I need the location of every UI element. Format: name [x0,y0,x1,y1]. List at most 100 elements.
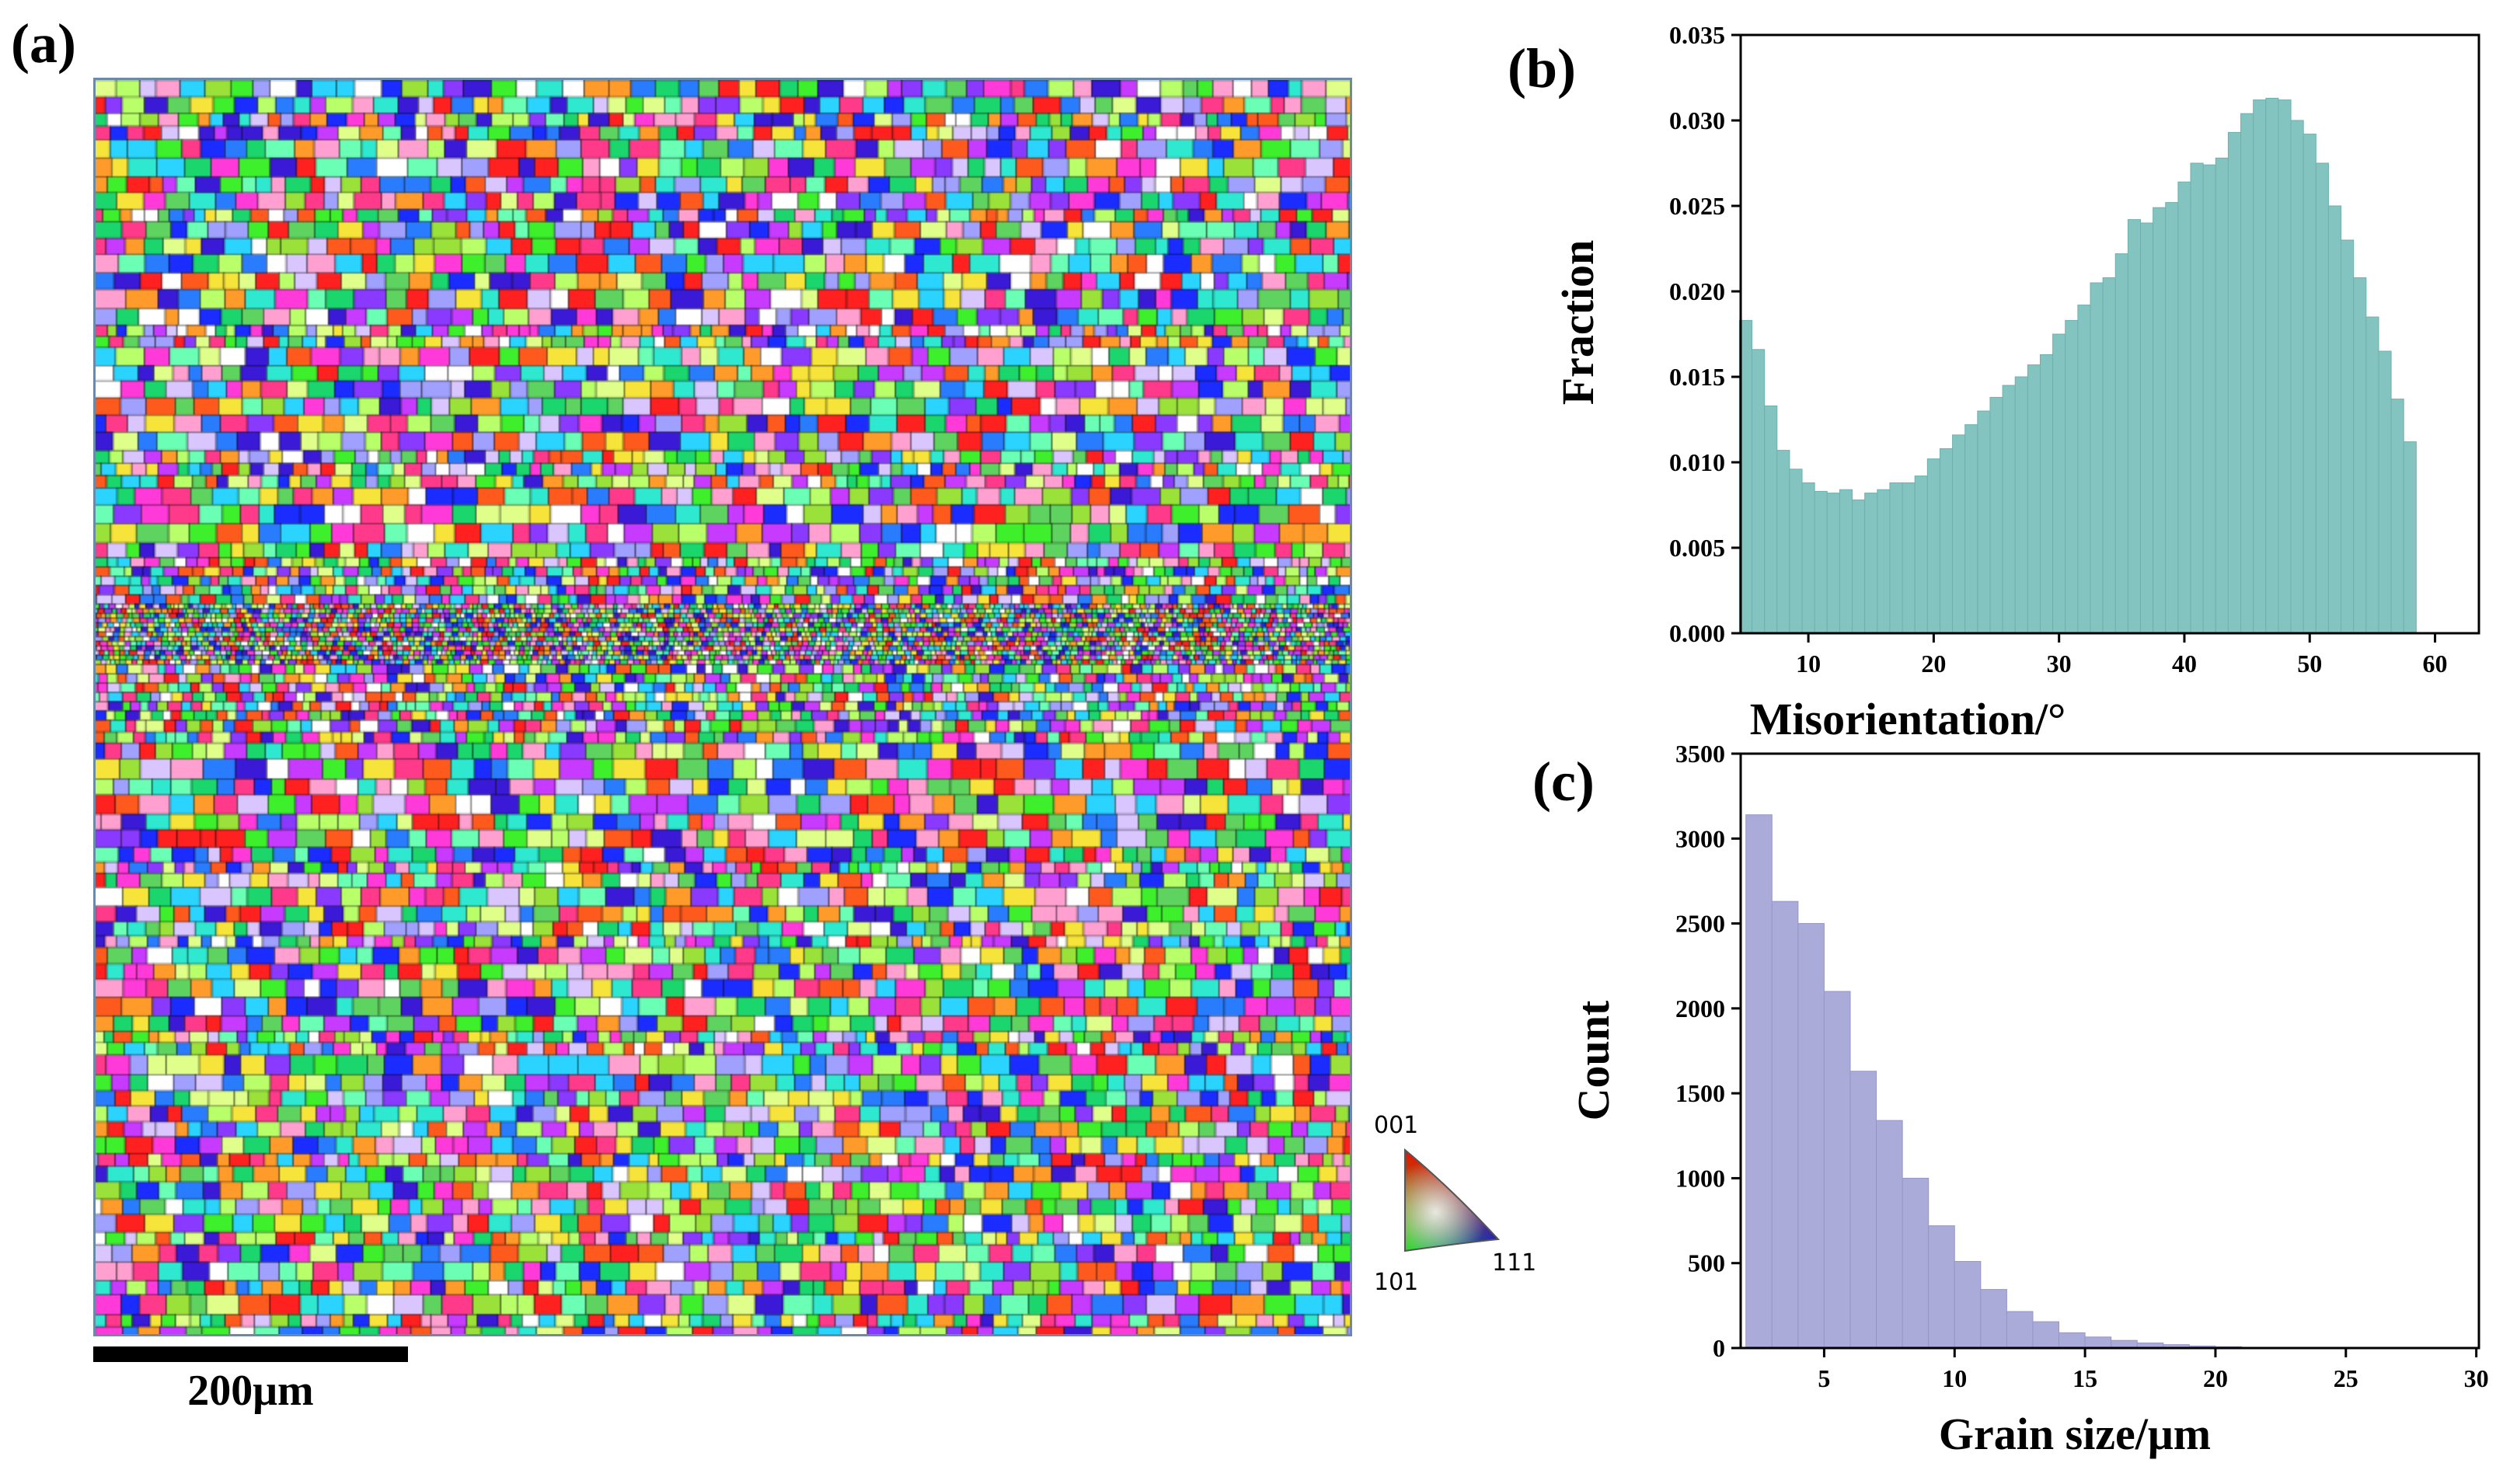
grain-size-bar [1902,1177,1930,1349]
misorientation-axes: 10 20 30 40 50 60 0.000 0.005 0.010 0.015 0.020 0.0… [1669,21,2480,678]
grain-size-bar [1823,991,1851,1349]
misorientation-bars [1738,97,2417,634]
grain-size-bar [1771,901,1799,1349]
grain-size-plot-frame [1739,752,2480,1350]
misorientation-bar [2315,162,2329,634]
grain-size-y-tick-label: 0 [1713,1334,1725,1362]
misorientation-bar [2190,162,2204,634]
grain-size-bar [2059,1332,2086,1349]
misorientation-bar [1939,448,1954,634]
misorientation-bar [1814,490,1828,634]
misorientation-bar [2077,305,2091,634]
panel-c-label: (c) [1532,751,1595,813]
misorientation-bar [2341,239,2355,634]
misorientation-bar [2153,207,2167,634]
misorientation-bar [1752,349,1766,634]
ipf-triangle [1405,1150,1498,1251]
misorientation-y-tick-label: 0.020 [1669,277,1725,305]
misorientation-y-tick-label: 0.025 [1669,192,1725,220]
grain-size-x-axis-title: Grain size/μm [1939,1409,2211,1459]
grain-size-axes: 5 10 15 20 25 30 0 500 1000 1500 2000 2500 3000 3500 [1675,740,2489,1392]
ipf-label-111: 111 [1492,1249,1536,1277]
ipf-label-101: 101 [1374,1269,1418,1296]
misorientation-x-axis-title: Misorientation/° [1750,694,2066,744]
misorientation-bar [2353,277,2367,634]
grain-size-bar [1954,1261,1982,1349]
grain-size-bar [1928,1225,1955,1349]
grain-size-y-axis-title: Count [1568,1000,1619,1120]
misorientation-bar [2327,205,2342,634]
misorientation-bar [2052,333,2066,634]
misorientation-bar [2114,253,2128,634]
grain-size-x-tick-label: 10 [1942,1364,1967,1392]
misorientation-x-tick-label: 30 [2047,650,2072,678]
grain-size-bar [2032,1321,2060,1349]
misorientation-bar [1864,493,1878,634]
grain-size-x-tick-label: 30 [2464,1364,2489,1392]
misorientation-x-tick-label: 60 [2423,650,2448,678]
misorientation-bar [1926,458,1940,634]
misorientation-y-tick-label: 0.000 [1669,619,1725,647]
misorientation-bar [2165,202,2179,634]
misorientation-plot-frame [1739,33,2480,635]
ipf-label-001: 001 [1374,1112,1418,1139]
grain-size-x-tick-label: 15 [2072,1364,2097,1392]
misorientation-bar [2102,277,2116,634]
misorientation-bar [1989,396,2003,634]
misorientation-bar [2240,113,2254,634]
grain-size-bar [2006,1311,2034,1349]
misorientation-bar [1977,410,1991,634]
grain-size-bar [2084,1336,2112,1349]
grain-size-y-tick-label: 2500 [1675,910,1725,938]
misorientation-bar [2303,134,2316,634]
misorientation-y-tick-label: 0.030 [1669,106,1725,134]
misorientation-y-axis-title: Fraction [1553,240,1603,406]
misorientation-bar [2140,222,2154,634]
misorientation-bar [2177,181,2191,634]
grain-size-x-tick-label: 20 [2203,1364,2228,1392]
misorientation-x-tick-label: 50 [2297,650,2322,678]
misorientation-bar [1964,424,1978,634]
grain-size-y-tick-label: 3500 [1675,740,1725,768]
misorientation-bar [1902,482,1916,634]
misorientation-bar [2014,376,2028,634]
panel-b-label: (b) [1508,37,1576,99]
misorientation-bar [1764,405,1778,634]
misorientation-bar [2253,99,2267,634]
grain-size-bar [1849,1071,1877,1349]
misorientation-bar [1889,482,1903,634]
misorientation-bar [1826,493,1840,634]
misorientation-histogram: 10 20 30 40 50 60 0.000 0.005 0.010 0.015 0.020 0.0… [1553,21,2480,744]
grain-size-histogram: 5 10 15 20 25 300500100015002000250030003500 … [1568,740,2489,1459]
misorientation-bar [2227,131,2242,634]
grain-size-y-tick-label: 1500 [1675,1079,1725,1107]
misorientation-bar [1801,482,1815,634]
misorientation-y-tick-label: 0.015 [1669,363,1725,391]
grain-size-x-tick-label: 25 [2334,1364,2358,1392]
misorientation-bar [1914,476,1928,634]
misorientation-x-tick-label: 10 [1796,650,1821,678]
misorientation-bar [2403,441,2417,634]
misorientation-bar [1952,434,1966,634]
grain-size-bar [1980,1289,2007,1349]
misorientation-y-tick-label: 0.010 [1669,448,1725,476]
misorientation-bar [2202,164,2216,634]
misorientation-bar [1852,499,1866,634]
misorientation-bar [2127,219,2142,634]
grain-size-y-tick-label: 3000 [1675,824,1725,852]
misorientation-bar [2039,354,2054,634]
misorientation-bar [1877,489,1891,634]
scale-bar [93,1346,408,1362]
misorientation-bar [1776,450,1790,634]
misorientation-bar [2027,364,2041,634]
grain-size-bar [1876,1120,1903,1349]
grain-size-y-tick-label: 1000 [1675,1164,1725,1192]
panel-a-label: (a) [11,12,76,75]
grain-size-bars [1745,814,2268,1349]
grain-size-bar [1797,923,1825,1349]
misorientation-bar [2365,316,2379,634]
misorientation-bar [2390,399,2404,634]
misorientation-bar [2265,97,2279,634]
misorientation-x-tick-label: 40 [2172,650,2197,678]
misorientation-y-tick-label: 0.005 [1669,534,1725,562]
